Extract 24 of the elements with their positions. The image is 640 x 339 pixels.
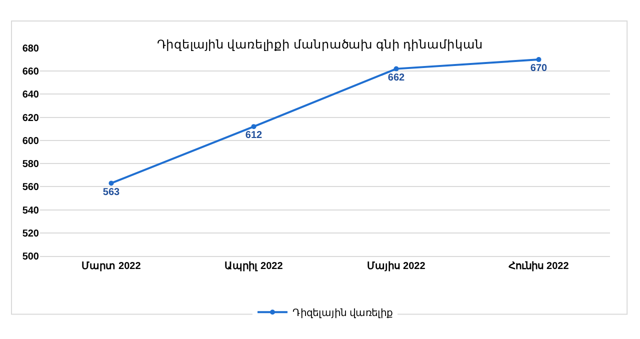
y-tick-label: 600 (22, 136, 40, 147)
data-label: 563 (102, 186, 120, 198)
chart-title: Դիզելային վառելիքի մանրածախ գնի դինամիկան (156, 37, 484, 52)
y-tick-label: 660 (22, 66, 40, 78)
y-tick-label: 680 (22, 44, 40, 54)
data-label: 662 (388, 72, 406, 84)
point (108, 180, 114, 186)
point (394, 66, 399, 72)
x-tick-label: Մարտ 2022 (82, 261, 142, 272)
y-tick-label: 520 (22, 228, 40, 240)
x-tick-label: Ապրիլ 2022 (224, 261, 284, 272)
point (536, 57, 542, 62)
y-tick-label: 640 (22, 90, 40, 101)
y-tick-label: 500 (22, 252, 40, 262)
x-tick-label: Մայիս 2022 (367, 261, 426, 272)
data-label: 612 (245, 130, 263, 142)
point (251, 124, 256, 130)
data-label: 670 (530, 63, 548, 74)
legend-label: Դիզելային վառելիք (292, 308, 392, 319)
y-tick-label: 560 (22, 182, 40, 194)
y-tick-label: 620 (22, 112, 40, 124)
y-tick-label: 580 (22, 159, 40, 170)
x-tick-label: Հունիս 2022 (508, 261, 570, 272)
y-tick-label: 540 (22, 205, 40, 216)
